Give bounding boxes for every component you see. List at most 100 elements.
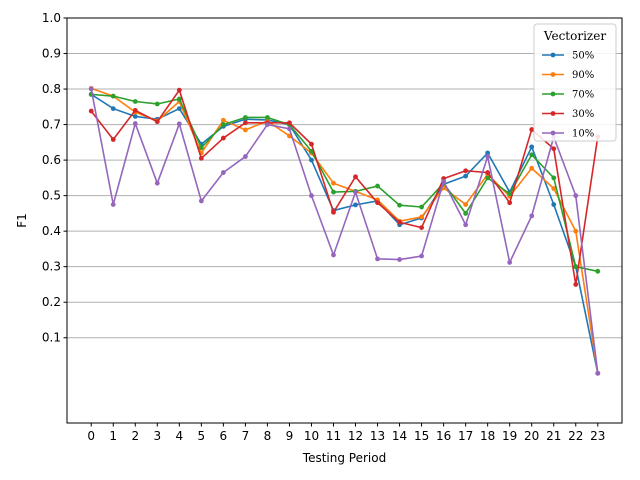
data-point	[154, 101, 160, 107]
data-point	[529, 127, 535, 132]
data-point	[309, 141, 314, 147]
data-point	[485, 150, 491, 156]
data-point	[463, 168, 469, 174]
y-tick-label: 0.8	[42, 82, 61, 96]
plot-frame	[66, 17, 623, 424]
series-line	[90, 88, 599, 374]
data-point	[220, 117, 226, 123]
legend-title: Vectorizer	[543, 29, 606, 43]
x-tick-label: 10	[304, 429, 319, 443]
legend-swatch-marker	[550, 72, 556, 77]
x-tick-label: 20	[524, 429, 539, 443]
data-point	[132, 99, 138, 104]
data-point	[176, 87, 182, 93]
legend-label: 90%	[572, 70, 594, 81]
data-point	[110, 202, 116, 207]
y-tick-label: 0.9	[42, 47, 61, 61]
data-point	[309, 157, 314, 163]
x-tick-label: 13	[370, 429, 385, 443]
data-point	[375, 256, 380, 262]
data-point	[242, 120, 248, 126]
data-point	[88, 86, 94, 92]
data-point	[463, 202, 469, 207]
data-point	[595, 370, 601, 376]
data-point	[419, 214, 424, 220]
x-tick-label: 21	[546, 429, 561, 443]
data-point	[419, 225, 424, 231]
x-tick-label: 16	[436, 429, 451, 443]
data-point	[176, 106, 182, 111]
y-tick-label: 0.7	[42, 118, 61, 132]
y-tick-label: 0.5	[42, 189, 61, 203]
x-tick-label: 7	[242, 429, 250, 443]
y-tick-label: 0.4	[42, 224, 61, 238]
data-point	[198, 155, 204, 161]
data-point	[154, 119, 160, 125]
data-point	[198, 198, 204, 204]
data-point	[331, 189, 336, 195]
y-tick-label: 0.2	[42, 295, 61, 309]
data-point	[595, 268, 601, 274]
data-point	[463, 173, 469, 179]
data-point	[551, 186, 557, 191]
x-tick-label: 12	[348, 429, 363, 443]
data-point	[463, 222, 469, 228]
legend-entry: 10%	[542, 129, 594, 140]
data-point	[573, 282, 579, 287]
data-point	[573, 228, 579, 234]
legend-label: 30%	[572, 109, 594, 120]
legend-entry: 70%	[542, 90, 594, 101]
data-point	[551, 202, 557, 207]
series-line	[90, 89, 599, 286]
series-line	[90, 93, 599, 374]
data-point	[375, 183, 380, 189]
data-point	[375, 200, 380, 206]
data-point	[419, 204, 424, 210]
x-tick-label: 15	[414, 429, 429, 443]
x-tick-label: 6	[220, 429, 228, 443]
x-tick-label: 8	[264, 429, 272, 443]
data-point	[485, 154, 491, 159]
series-10pct	[88, 86, 601, 376]
data-point	[220, 170, 226, 175]
data-point	[265, 115, 270, 120]
data-point	[419, 253, 424, 259]
x-tick-label: 0	[87, 429, 95, 443]
x-tick-label: 1	[109, 429, 117, 443]
legend-entries: 50% 90% 70% 30% 10%	[542, 51, 594, 140]
data-point	[573, 264, 579, 270]
data-point	[176, 96, 182, 102]
data-point	[507, 260, 513, 265]
legend-swatch-marker	[550, 91, 556, 97]
x-tick-label: 11	[326, 429, 341, 443]
data-point	[529, 144, 535, 150]
legend-entry: 30%	[542, 109, 594, 120]
data-point	[287, 120, 292, 126]
data-point	[132, 107, 138, 113]
data-point	[353, 174, 358, 180]
data-point	[529, 213, 535, 219]
legend-label: 70%	[572, 90, 594, 101]
data-point	[242, 127, 248, 133]
x-tick-label: 22	[568, 429, 583, 443]
data-point	[353, 189, 358, 195]
data-point	[287, 126, 292, 132]
data-point	[463, 210, 469, 216]
x-tick-label: 14	[392, 429, 407, 443]
legend: Vectorizer 50% 90% 70% 30% 10%	[533, 23, 617, 142]
data-point	[176, 121, 182, 127]
data-point	[132, 121, 138, 126]
data-point	[309, 193, 314, 199]
x-tick-label: 17	[458, 429, 473, 443]
y-axis-ticks: 0.1 0.2 0.3 0.4 0.5 0.6 0.7 0.8 0.9 1.0	[42, 11, 67, 345]
data-point	[110, 106, 116, 111]
data-point	[88, 108, 94, 114]
data-point	[242, 115, 248, 120]
data-point	[198, 145, 204, 151]
series-line	[91, 93, 598, 273]
data-point	[110, 137, 116, 142]
x-tick-label: 3	[153, 429, 161, 443]
y-axis-label: F1	[15, 213, 29, 228]
data-point	[132, 114, 138, 119]
